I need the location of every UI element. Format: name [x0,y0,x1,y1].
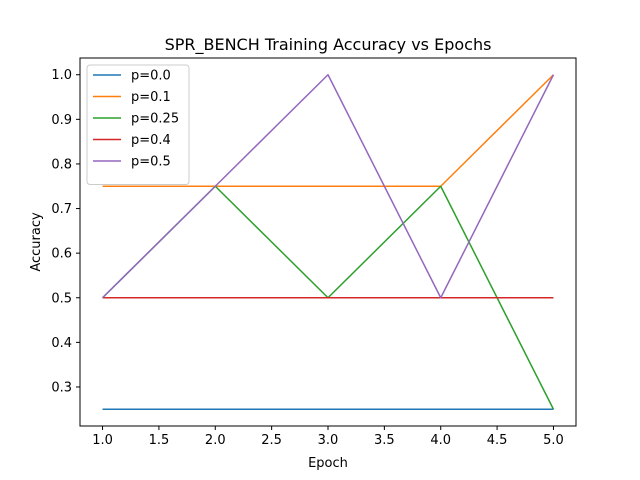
legend-label-4: p=0.5 [131,155,171,170]
x-tick-label: 2.0 [205,433,226,448]
legend-box [86,64,190,185]
x-tick-label: 5.0 [543,433,564,448]
legend-label-2: p=0.25 [131,112,179,127]
series-line-1 [102,74,554,187]
y-tick-label: 0.4 [51,336,72,351]
x-tick-label: 3.0 [318,433,339,448]
y-tick-label: 0.5 [51,291,72,306]
y-axis-label: Accuracy [29,212,44,272]
chart-title: SPR_BENCH Training Accuracy vs Epochs [165,35,492,55]
y-tick-label: 1.0 [51,68,72,83]
y-tick-label: 0.7 [51,202,72,217]
x-axis-label: Epoch [308,456,348,471]
x-tick-label: 1.0 [92,433,113,448]
x-axis-ticks: 1.0 1.5 2.0 2.5 3.0 3.5 4.0 4.5 5.0 [92,426,564,448]
x-tick-label: 1.5 [149,433,170,448]
x-tick-label: 4.0 [430,433,451,448]
legend: p=0.0 p=0.1 p=0.25 p=0.4 p=0.5 [86,64,190,185]
x-tick-label: 4.5 [487,433,508,448]
x-tick-label: 3.5 [374,433,395,448]
series-line-4 [102,73,555,299]
series-lines [102,73,555,411]
legend-label-3: p=0.4 [131,133,171,148]
y-tick-label: 0.8 [51,157,72,172]
y-tick-label: 0.6 [51,247,72,262]
y-axis-ticks: 0.3 0.4 0.5 0.6 0.7 0.8 0.9 1.0 [51,68,80,395]
legend-label-1: p=0.1 [131,90,171,105]
y-tick-label: 0.9 [51,113,72,128]
x-tick-label: 2.5 [261,433,282,448]
legend-label-0: p=0.0 [131,69,171,84]
y-tick-label: 0.3 [51,380,72,395]
